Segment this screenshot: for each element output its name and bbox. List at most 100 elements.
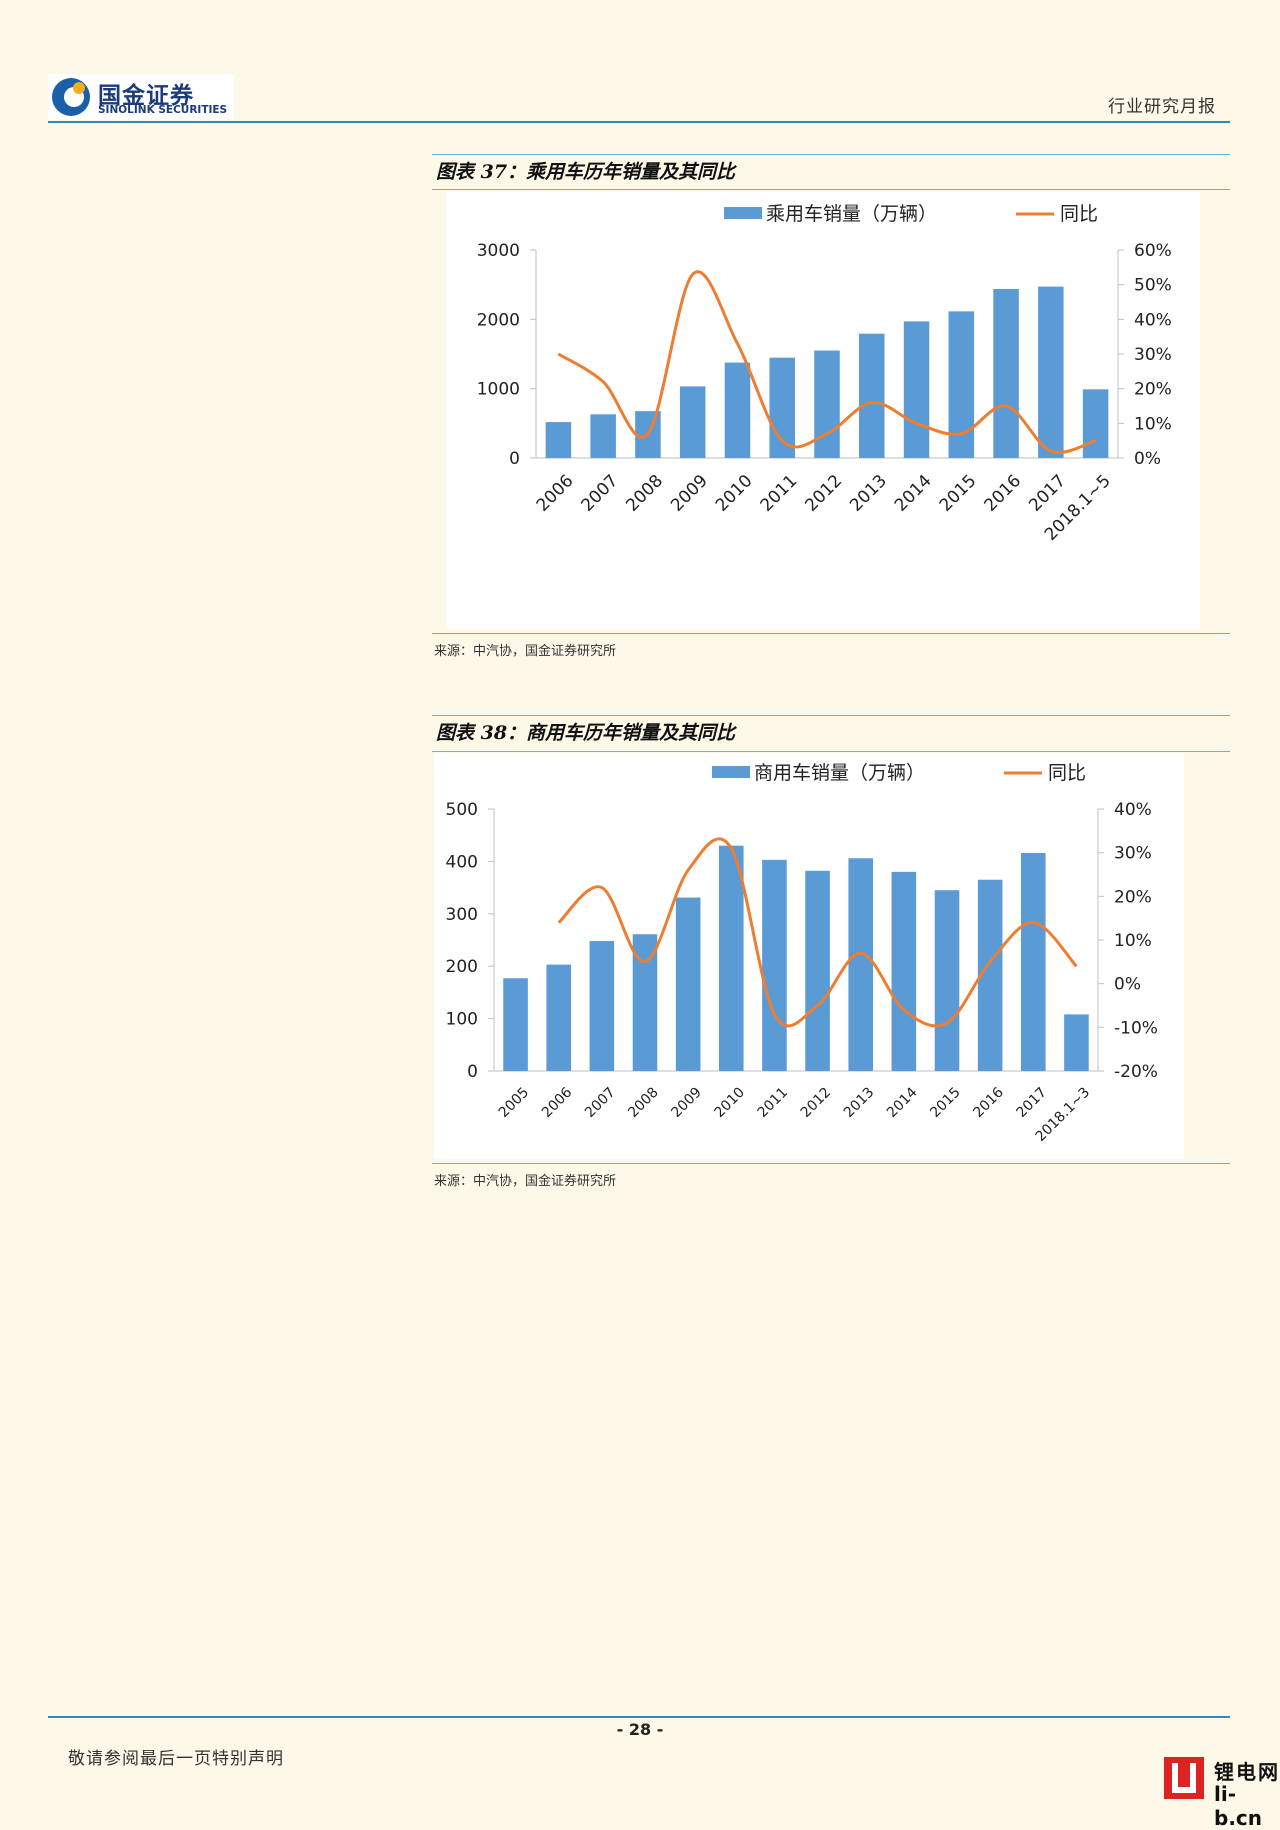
watermark-logo-icon — [1164, 1757, 1204, 1799]
right-tick-label: 0% — [1134, 449, 1161, 469]
bar-2007 — [589, 941, 615, 1071]
right-tick-label: 30% — [1134, 345, 1172, 365]
figure-37-chart-panel: 0 1000 2000 3000 0% 10% 20% 30% 40% 50% 60% 2006 200… — [446, 192, 1200, 629]
bar-2011 — [769, 357, 795, 458]
left-tick-label: 0 — [467, 1062, 478, 1082]
category-label: 2011 — [755, 1084, 792, 1121]
category-label: 2014 — [891, 471, 936, 516]
right-tick-label: 30% — [1114, 844, 1152, 864]
category-label: 2010 — [712, 471, 757, 516]
company-logo: 国金证券 SINOLINK SECURITIES — [48, 74, 234, 120]
bar-2007 — [590, 414, 616, 458]
left-tick-label: 1000 — [477, 380, 520, 400]
figure-37-source: 来源：中汽协，国金证券研究所 — [434, 644, 617, 659]
left-tick-label: 2000 — [477, 310, 520, 330]
logo-chinese-name: 国金证券 — [98, 83, 194, 109]
category-label: 2006 — [533, 471, 578, 516]
category-label: 2015 — [936, 471, 981, 516]
category-label: 2015 — [927, 1084, 964, 1121]
bar-2011 — [762, 859, 787, 1071]
right-tick-label: 50% — [1134, 276, 1172, 296]
legend-bar-swatch — [724, 207, 762, 219]
figure-38-bottom-rule — [432, 1163, 1230, 1164]
right-tick-label: 60% — [1134, 241, 1172, 261]
page-number: - 28 - — [616, 1720, 664, 1739]
right-tick-label: 40% — [1134, 310, 1172, 330]
right-tick-label: 10% — [1134, 414, 1172, 434]
bar-2005 — [503, 978, 528, 1071]
left-tick-label: 300 — [446, 905, 478, 925]
watermark-english: li-b.cn — [1214, 1782, 1263, 1830]
left-tick-label: 100 — [446, 1010, 478, 1030]
bar-2006 — [545, 422, 572, 458]
figure-38-chart-panel: 0 100 200 300 400 500 -20% -10% 0% 10% 20% 30% 40% 20… — [434, 753, 1184, 1159]
bar-2013 — [859, 333, 885, 458]
bar-2014 — [903, 321, 930, 458]
bar-2012 — [805, 870, 830, 1071]
right-tick-label: 20% — [1114, 887, 1152, 907]
bar-2015 — [948, 311, 975, 458]
figure-37-top-rule — [432, 154, 1230, 155]
report-type-label: 行业研究月报 — [1108, 97, 1216, 117]
right-tick-label: 0% — [1114, 975, 1141, 995]
left-tick-label: 3000 — [477, 241, 520, 261]
category-label: 2010 — [712, 1084, 749, 1121]
commercial-vehicle-sales-chart: 0 100 200 300 400 500 -20% -10% 0% 10% 20% 30% 40% 20… — [446, 762, 1158, 1145]
footer-divider — [48, 1716, 1230, 1718]
right-tick-label: -20% — [1114, 1062, 1158, 1082]
category-label: 2007 — [582, 1084, 619, 1121]
category-label: 2009 — [668, 1084, 705, 1121]
right-tick-label: 40% — [1114, 800, 1152, 820]
bar-2017 — [1038, 286, 1064, 458]
bar-2013 — [848, 858, 874, 1071]
category-label: 2008 — [622, 471, 667, 516]
legend-bar-label: 商用车销量（万辆） — [754, 762, 925, 784]
bar-2018.1~5 — [1082, 389, 1109, 458]
legend-line-label: 同比 — [1060, 203, 1098, 225]
right-tick-label: -10% — [1114, 1018, 1158, 1038]
bar-2017 — [1020, 853, 1046, 1071]
category-label: 2013 — [846, 471, 891, 516]
category-label: 2006 — [539, 1084, 576, 1121]
category-label: 2005 — [496, 1084, 533, 1121]
right-tick-label: 10% — [1114, 931, 1152, 951]
legend-line-label: 同比 — [1048, 762, 1086, 784]
header-divider — [48, 121, 1230, 123]
bar-2006 — [546, 964, 572, 1071]
figure-37-title-rule — [432, 189, 1230, 190]
yoy-line — [557, 837, 1078, 1028]
category-label: 2016 — [970, 1084, 1007, 1121]
sinolink-logo-icon — [52, 78, 90, 116]
bar-2009 — [679, 386, 706, 458]
bar-2012 — [814, 350, 840, 458]
category-label: 2007 — [578, 471, 623, 516]
category-label: 2017 — [1014, 1084, 1051, 1121]
left-tick-label: 0 — [509, 449, 520, 469]
category-label: 2013 — [841, 1084, 878, 1121]
yoy-line — [557, 270, 1097, 454]
bar-2016 — [993, 288, 1019, 458]
figure-38-title: 图表 38：商用车历年销量及其同比 — [436, 722, 736, 744]
category-label: 2009 — [667, 471, 712, 516]
figure-38-title-rule — [432, 751, 1230, 752]
bar-2010 — [724, 362, 751, 458]
figure-38-top-rule — [432, 715, 1230, 716]
category-label: 2012 — [801, 471, 846, 516]
figure-37-title: 图表 37：乘用车历年销量及其同比 — [436, 161, 736, 183]
bar-2015 — [934, 890, 960, 1071]
legend-bar-label: 乘用车销量（万辆） — [766, 203, 937, 225]
bar-2014 — [891, 871, 917, 1071]
disclaimer-text: 敬请参阅最后一页特别声明 — [68, 1749, 284, 1769]
bar-2010 — [718, 845, 744, 1071]
figure-38-source: 来源：中汽协，国金证券研究所 — [434, 1174, 617, 1189]
category-label: 2014 — [884, 1084, 921, 1121]
left-tick-label: 400 — [446, 852, 478, 872]
watermark-chinese: 锂电网 — [1214, 1760, 1280, 1784]
logo-english-name: SINOLINK SECURITIES — [98, 104, 228, 116]
category-label: 2012 — [798, 1084, 835, 1121]
category-label: 2008 — [625, 1084, 662, 1121]
left-tick-label: 500 — [446, 800, 478, 820]
bar-2018.1~3 — [1064, 1014, 1089, 1071]
